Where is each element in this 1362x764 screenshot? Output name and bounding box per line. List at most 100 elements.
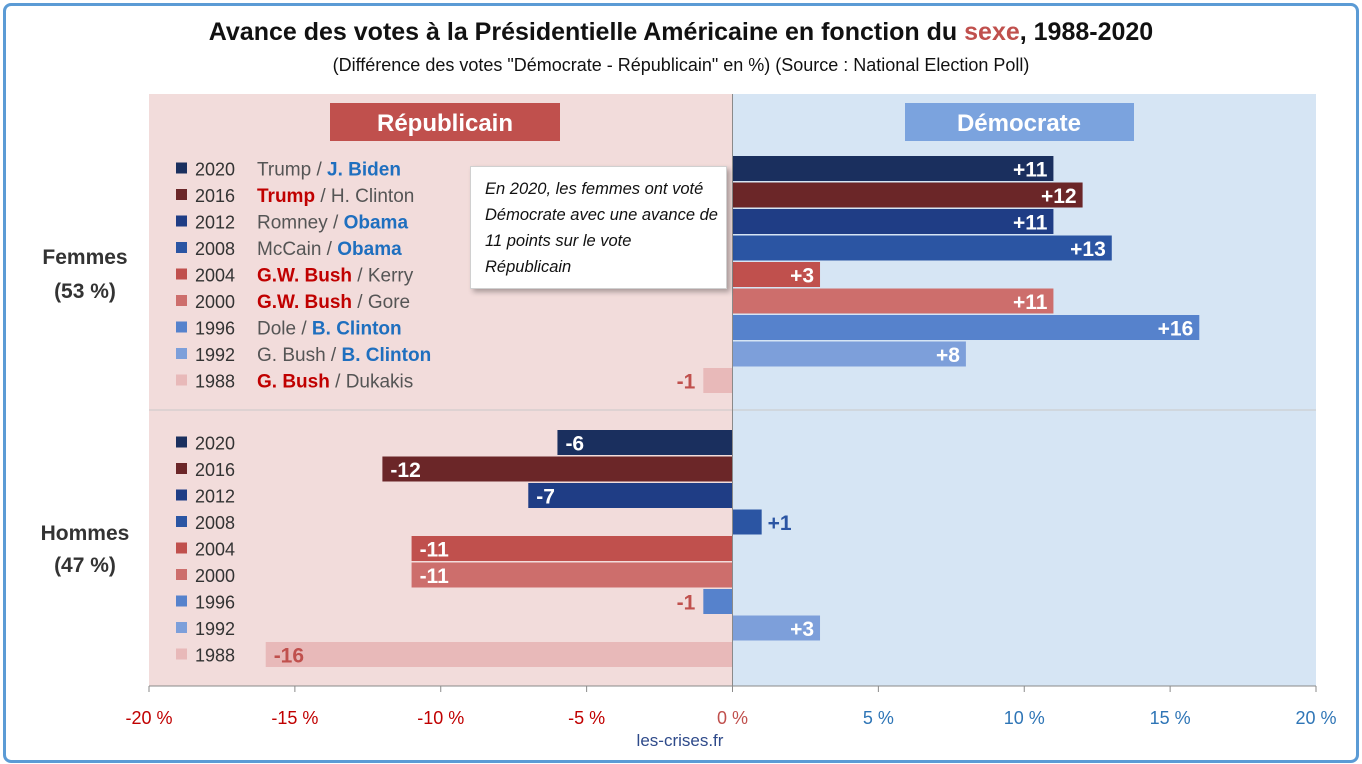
legend-swatch-hommes-2012 [176, 489, 187, 501]
rep-candidate-2004: G.W. Bush [257, 266, 352, 287]
source-site: les-crises.fr [636, 731, 724, 750]
data-label-femmes-2020: +11 [1013, 159, 1048, 182]
dem-header-box [905, 103, 1134, 141]
rep-candidate-2012: Romney [257, 213, 328, 234]
x-tick-label: 15 % [1150, 708, 1191, 728]
x-tick-label: 5 % [863, 708, 894, 728]
legend-swatch-hommes-1988 [176, 648, 187, 660]
year-label-femmes-2008: 2008 [195, 239, 235, 259]
year-label-hommes-1988: 1988 [195, 646, 235, 666]
rep-header-label: Républicain [377, 110, 513, 137]
year-label-femmes-1992: 1992 [195, 345, 235, 365]
year-label-hommes-2004: 2004 [195, 540, 235, 560]
rep-candidate-2016: Trump [257, 186, 315, 207]
candidates-label-2000: G.W. Bush / Gore [257, 292, 410, 313]
bar-hommes-2016 [382, 456, 733, 482]
dem-candidate-2008: Obama [337, 239, 402, 260]
dem-candidate-1992: B. Clinton [342, 345, 432, 366]
x-tick-label: 0 % [717, 708, 748, 728]
candidate-separator-2008: / [321, 239, 337, 260]
candidates-label-1992: G. Bush / B. Clinton [257, 345, 431, 366]
year-label-femmes-2012: 2012 [195, 213, 235, 233]
year-label-femmes-2000: 2000 [195, 292, 235, 312]
data-label-femmes-2016: +12 [1041, 185, 1077, 208]
data-label-femmes-1992: +8 [936, 344, 960, 367]
legend-swatch-hommes-2000 [176, 569, 187, 580]
annotation-callout: En 2020, les femmes ont voté Démocrate a… [470, 166, 727, 289]
bar-hommes-2008 [732, 509, 762, 535]
year-label-femmes-1988: 1988 [195, 372, 235, 392]
year-label-femmes-1996: 1996 [195, 319, 235, 339]
candidates-label-2016: Trump / H. Clinton [257, 186, 414, 207]
data-label-hommes-1996: -1 [677, 592, 696, 615]
dem-candidate-2020: J. Biden [327, 160, 401, 181]
dem-candidate-1988: Dukakis [346, 372, 414, 393]
title-highlight: sexe [964, 18, 1020, 46]
group-label-hommes: Hommes [41, 522, 130, 545]
bar-femmes-2016 [732, 182, 1083, 208]
legend-swatch-hommes-2016 [176, 463, 187, 474]
legend-swatch-femmes-2000 [176, 295, 187, 306]
data-label-femmes-2004: +3 [790, 265, 814, 288]
x-tick-label: -5 % [568, 708, 605, 728]
rep-candidate-1988: G. Bush [257, 372, 330, 393]
rep-candidate-2000: G.W. Bush [257, 292, 352, 313]
candidates-label-1988: G. Bush / Dukakis [257, 372, 413, 393]
bar-hommes-1996 [703, 589, 733, 614]
data-label-femmes-2012: +11 [1013, 212, 1048, 235]
bar-hommes-1992 [732, 615, 821, 641]
legend-swatch-hommes-2020 [176, 436, 187, 448]
year-label-hommes-1992: 1992 [195, 619, 235, 639]
legend-swatch-hommes-1996 [176, 595, 187, 607]
candidate-separator-2000: / [352, 292, 368, 313]
legend-swatch-femmes-2008 [176, 242, 187, 253]
candidate-separator-1992: / [326, 345, 342, 366]
bar-femmes-2008 [732, 235, 1112, 261]
data-label-hommes-2000: -11 [420, 565, 450, 588]
bar-femmes-1988 [703, 368, 733, 393]
bar-femmes-2020 [732, 156, 1054, 181]
year-label-hommes-1996: 1996 [195, 593, 235, 613]
year-label-hommes-2016: 2016 [195, 460, 235, 480]
chart-marks: 2020 Trump / J. Biden +11 2016 Trump / H. Cl… [176, 156, 1200, 668]
candidates-label-2020: Trump / J. Biden [257, 160, 401, 181]
title-main: Avance des votes à la Présidentielle Amé… [208, 18, 965, 46]
group-share-hommes: (47 %) [54, 554, 116, 577]
bar-hommes-2004 [411, 536, 733, 561]
legend-swatch-hommes-1992 [176, 622, 187, 633]
bar-femmes-1992 [732, 341, 966, 367]
legend-swatch-femmes-2020 [176, 162, 187, 174]
data-label-femmes-1996: +16 [1158, 318, 1194, 341]
candidate-separator-2020: / [311, 160, 327, 181]
dem-candidate-2016: H. Clinton [331, 186, 414, 207]
bar-femmes-2000 [732, 288, 1054, 314]
candidate-separator-2016: / [315, 186, 331, 207]
legend-swatch-femmes-1992 [176, 348, 187, 359]
group-share-femmes: (53 %) [54, 280, 116, 303]
candidate-separator-1988: / [330, 372, 346, 393]
year-label-femmes-2004: 2004 [195, 266, 235, 286]
data-label-hommes-2004: -11 [420, 539, 450, 562]
chart-title: Avance des votes à la Présidentielle Amé… [0, 18, 1362, 47]
rep-candidate-1996: Dole [257, 319, 296, 340]
legend-swatch-femmes-2016 [176, 189, 187, 200]
dem-candidate-2004: Kerry [368, 266, 414, 287]
bar-hommes-2020 [557, 430, 733, 455]
data-label-hommes-1988: -16 [274, 645, 304, 668]
bar-hommes-1988 [265, 642, 733, 667]
x-tick-label: 20 % [1295, 708, 1336, 728]
group-label-femmes: Femmes [42, 246, 127, 269]
candidates-label-2008: McCain / Obama [257, 239, 402, 260]
dem-candidate-1996: B. Clinton [312, 319, 402, 340]
bar-femmes-1996 [732, 315, 1200, 340]
data-label-hommes-2012: -7 [536, 486, 555, 509]
year-label-femmes-2020: 2020 [195, 160, 235, 180]
chart-subtitle: (Différence des votes "Démocrate - Répub… [332, 55, 1030, 75]
year-label-hommes-2000: 2000 [195, 566, 235, 586]
candidate-separator-2012: / [328, 213, 344, 234]
rep-header-box [330, 103, 560, 141]
legend-swatch-femmes-1988 [176, 374, 187, 386]
x-tick-label: -10 % [417, 708, 464, 728]
year-label-hommes-2008: 2008 [195, 513, 235, 533]
